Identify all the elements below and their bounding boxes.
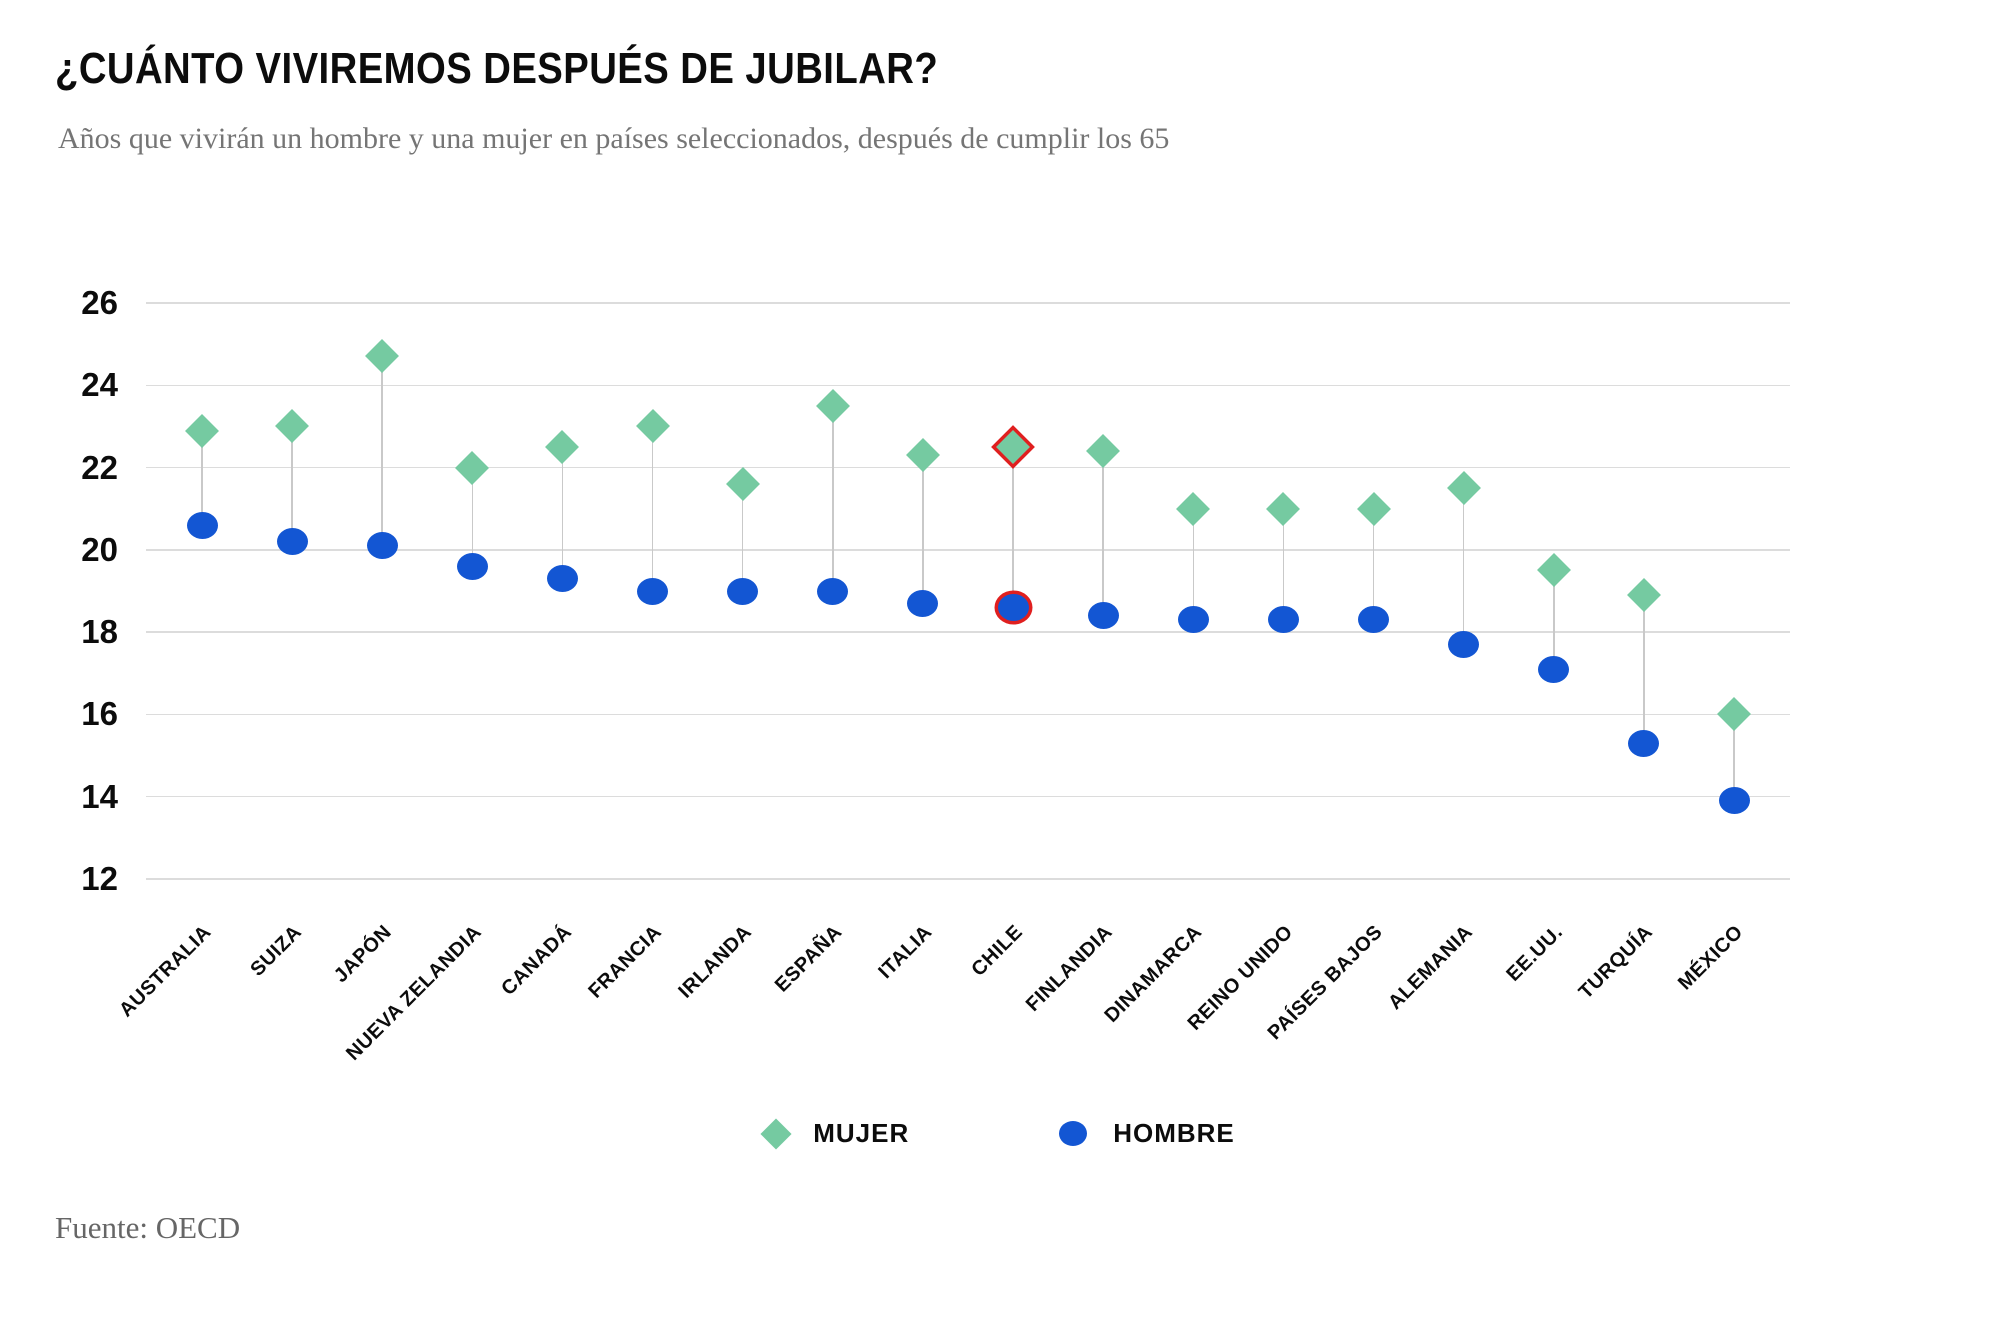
hombre-marker bbox=[727, 577, 759, 605]
gridline bbox=[146, 302, 1790, 304]
y-tick-label: 14 bbox=[81, 777, 118, 815]
legend-item-mujer: MUJER bbox=[760, 1117, 910, 1150]
hombre-marker bbox=[1448, 630, 1480, 658]
gridline bbox=[146, 795, 1790, 798]
connector-line bbox=[741, 484, 744, 591]
mujer-marker bbox=[365, 339, 400, 374]
y-tick-label: 16 bbox=[81, 695, 118, 733]
chart-legend: MUJER HOMBRE bbox=[0, 1117, 2000, 1150]
plot-area bbox=[146, 302, 1790, 880]
mujer-marker bbox=[545, 430, 580, 464]
connector-line bbox=[1553, 570, 1555, 670]
connector-line bbox=[651, 426, 654, 591]
x-tick-label: EE.UU. bbox=[1502, 921, 1568, 986]
connector-line bbox=[381, 356, 383, 546]
source-note: Fuente: OECD bbox=[55, 1210, 241, 1245]
x-tick-label: ITALIA bbox=[874, 921, 937, 984]
gridline bbox=[146, 631, 1790, 633]
hombre-marker bbox=[456, 552, 488, 580]
hombre-marker bbox=[1177, 606, 1209, 634]
x-tick-label: SUIZA bbox=[245, 921, 306, 981]
x-tick-label: TURQUÍA bbox=[1574, 921, 1658, 1004]
legend-label-hombre: HOMBRE bbox=[1113, 1118, 1235, 1148]
connector-line bbox=[1102, 451, 1104, 616]
connector-line bbox=[291, 426, 293, 542]
x-tick-label: FINLANDIA bbox=[1021, 921, 1117, 1016]
y-tick-label: 12 bbox=[81, 860, 118, 897]
connector-line bbox=[561, 447, 564, 579]
x-tick-label: FRANCIA bbox=[584, 921, 667, 1003]
connector-line bbox=[1462, 488, 1465, 645]
gridline bbox=[146, 384, 1790, 387]
y-tick-label: 18 bbox=[81, 613, 118, 651]
gridline bbox=[146, 713, 1790, 716]
x-tick-label: CHILE bbox=[966, 921, 1027, 981]
y-tick-label: 26 bbox=[81, 284, 118, 321]
connector-line bbox=[201, 430, 203, 526]
x-tick-label: MÉXICO bbox=[1674, 921, 1748, 995]
x-tick-label: ESPAÑA bbox=[770, 921, 847, 997]
connector-line bbox=[1192, 508, 1195, 620]
x-tick-label: IRLANDA bbox=[674, 921, 757, 1003]
mujer-marker bbox=[635, 409, 670, 444]
hombre-marker bbox=[366, 532, 398, 560]
hombre-marker bbox=[1267, 606, 1299, 634]
y-tick-label: 20 bbox=[81, 530, 118, 568]
hombre-marker bbox=[1628, 729, 1660, 757]
hombre-circle-icon bbox=[1059, 1121, 1088, 1146]
mujer-marker bbox=[1356, 491, 1391, 526]
hombre-marker bbox=[546, 565, 578, 593]
mujer-marker bbox=[455, 450, 490, 485]
mujer-marker bbox=[725, 467, 760, 501]
connector-line bbox=[1282, 508, 1285, 620]
connector-line bbox=[922, 455, 924, 604]
hombre-marker bbox=[997, 593, 1029, 621]
mujer-marker bbox=[275, 409, 310, 444]
mujer-marker bbox=[996, 430, 1031, 464]
x-tick-label: CANADÁ bbox=[497, 921, 577, 1000]
hombre-marker bbox=[1718, 787, 1750, 815]
hombre-marker bbox=[907, 589, 939, 617]
connector-line bbox=[1012, 447, 1014, 608]
connector-line bbox=[1643, 595, 1645, 744]
page-subtitle: Años que vivirán un hombre y una mujer e… bbox=[58, 122, 1170, 155]
hombre-marker bbox=[1087, 602, 1119, 630]
gridline bbox=[146, 878, 1790, 880]
mujer-marker bbox=[1536, 553, 1571, 588]
gridline bbox=[146, 466, 1790, 469]
page-title: ¿CUÁNTO VIVIREMOS DESPUÉS DE JUBILAR? bbox=[55, 44, 939, 93]
connector-line bbox=[1733, 714, 1735, 801]
mujer-marker bbox=[1176, 491, 1211, 526]
x-tick-label: AUSTRALIA bbox=[115, 921, 216, 1022]
mujer-marker bbox=[815, 388, 850, 423]
gridline bbox=[146, 549, 1790, 551]
y-tick-label: 22 bbox=[81, 448, 118, 486]
connector-line bbox=[1372, 508, 1375, 620]
x-tick-label: JAPÓN bbox=[329, 921, 396, 988]
hombre-marker bbox=[186, 511, 218, 539]
x-tick-label: ALEMANIA bbox=[1384, 921, 1478, 1015]
mujer-marker bbox=[1086, 434, 1121, 469]
y-tick-label: 24 bbox=[81, 366, 118, 404]
mujer-marker bbox=[1266, 491, 1301, 526]
hombre-marker bbox=[1538, 655, 1570, 683]
mujer-marker bbox=[1717, 697, 1751, 732]
hombre-marker bbox=[1358, 606, 1390, 634]
mujer-marker bbox=[1626, 578, 1661, 613]
legend-label-mujer: MUJER bbox=[813, 1118, 910, 1148]
legend-item-hombre: HOMBRE bbox=[1059, 1118, 1235, 1149]
hombre-marker bbox=[817, 577, 849, 605]
hombre-marker bbox=[276, 528, 308, 556]
mujer-marker bbox=[185, 413, 219, 448]
mujer-diamond-icon bbox=[760, 1117, 792, 1150]
connector-line bbox=[471, 467, 474, 567]
mujer-marker bbox=[1446, 471, 1481, 506]
hombre-marker bbox=[637, 577, 669, 605]
connector-line bbox=[832, 405, 834, 591]
